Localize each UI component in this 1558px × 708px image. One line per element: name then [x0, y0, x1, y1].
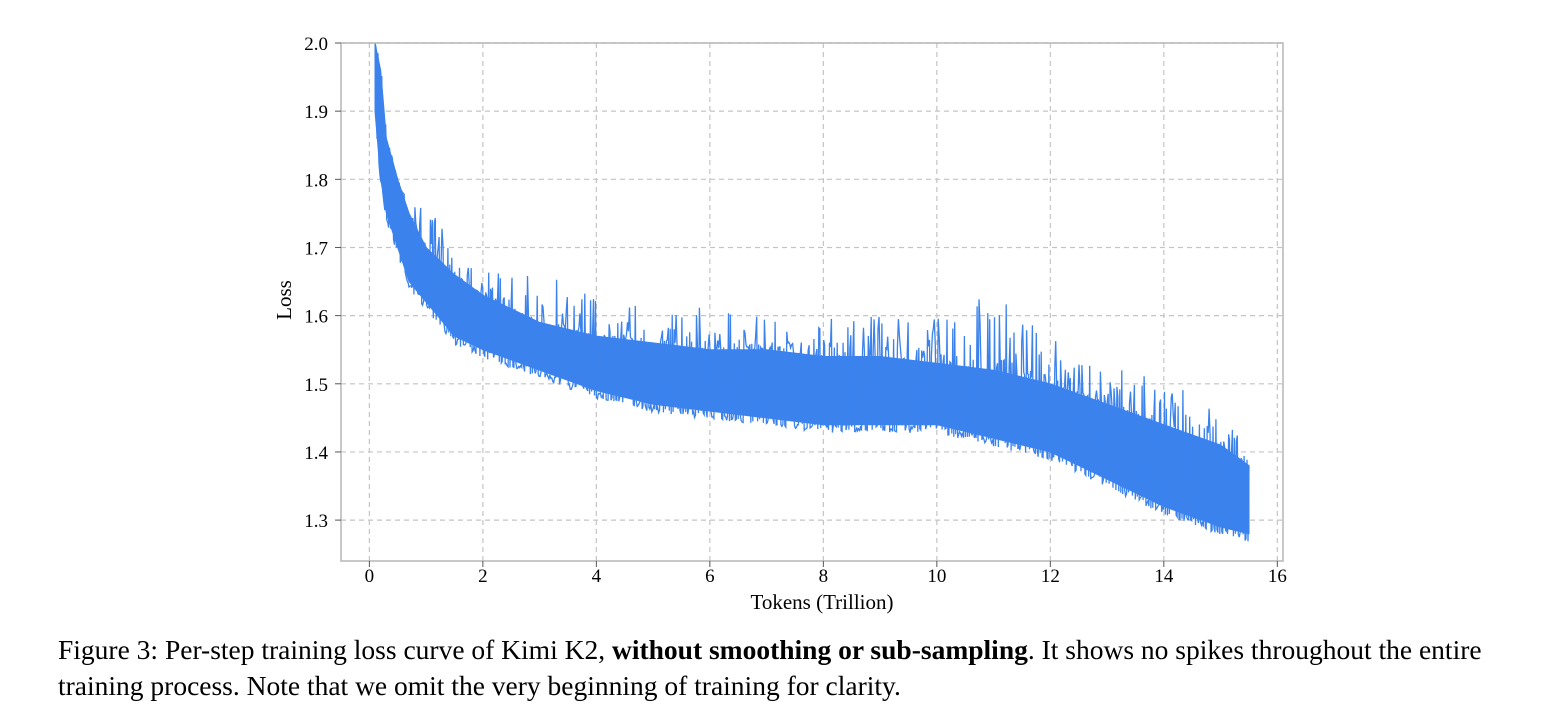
x-axis-label: Tokens (Trillion): [750, 590, 893, 614]
x-tick-label: 10: [927, 566, 946, 587]
y-tick-label: 1.5: [304, 375, 328, 396]
loss-chart: 0 2 4 6 8 10 12 14 16 1.3 1.4 1.5 1.6 1.7 1.8 1.9 2.0 T…: [272, 34, 1287, 614]
x-tick-label: 14: [1154, 566, 1174, 587]
loss-trace: [374, 42, 1250, 542]
caption-bold: without smoothing or sub-sampling: [611, 634, 1028, 665]
x-tick-label: 4: [592, 566, 602, 587]
y-tick-label: 1.7: [304, 238, 328, 259]
y-tick-label: 1.6: [304, 307, 328, 328]
figure-caption: Figure 3: Per-step training loss curve o…: [58, 632, 1518, 704]
plot-frame: [340, 42, 1284, 562]
y-axis-label: Loss: [272, 280, 296, 320]
y-tick-label: 1.9: [304, 102, 328, 123]
y-tick-label: 1.3: [304, 511, 328, 532]
x-axis: 0 2 4 6 8 10 12 14 16: [365, 561, 1287, 587]
caption-suffix: . It shows no spikes throughout the enti…: [58, 634, 1482, 701]
caption-prefix: Figure 3: Per-step training loss curve o…: [58, 634, 612, 665]
series-area: [374, 42, 1250, 542]
x-tick-label: 16: [1268, 566, 1287, 587]
x-tick-label: 8: [819, 566, 829, 587]
y-tick-label: 1.8: [304, 170, 328, 191]
x-tick-label: 2: [478, 566, 488, 587]
x-tick-label: 12: [1041, 566, 1060, 587]
x-tick-label: 6: [705, 566, 715, 587]
x-tick-label: 0: [365, 566, 375, 587]
y-axis: 1.3 1.4 1.5 1.6 1.7 1.8 1.9 2.0: [304, 34, 341, 532]
y-tick-label: 2.0: [304, 34, 328, 55]
y-tick-label: 1.4: [304, 443, 328, 464]
